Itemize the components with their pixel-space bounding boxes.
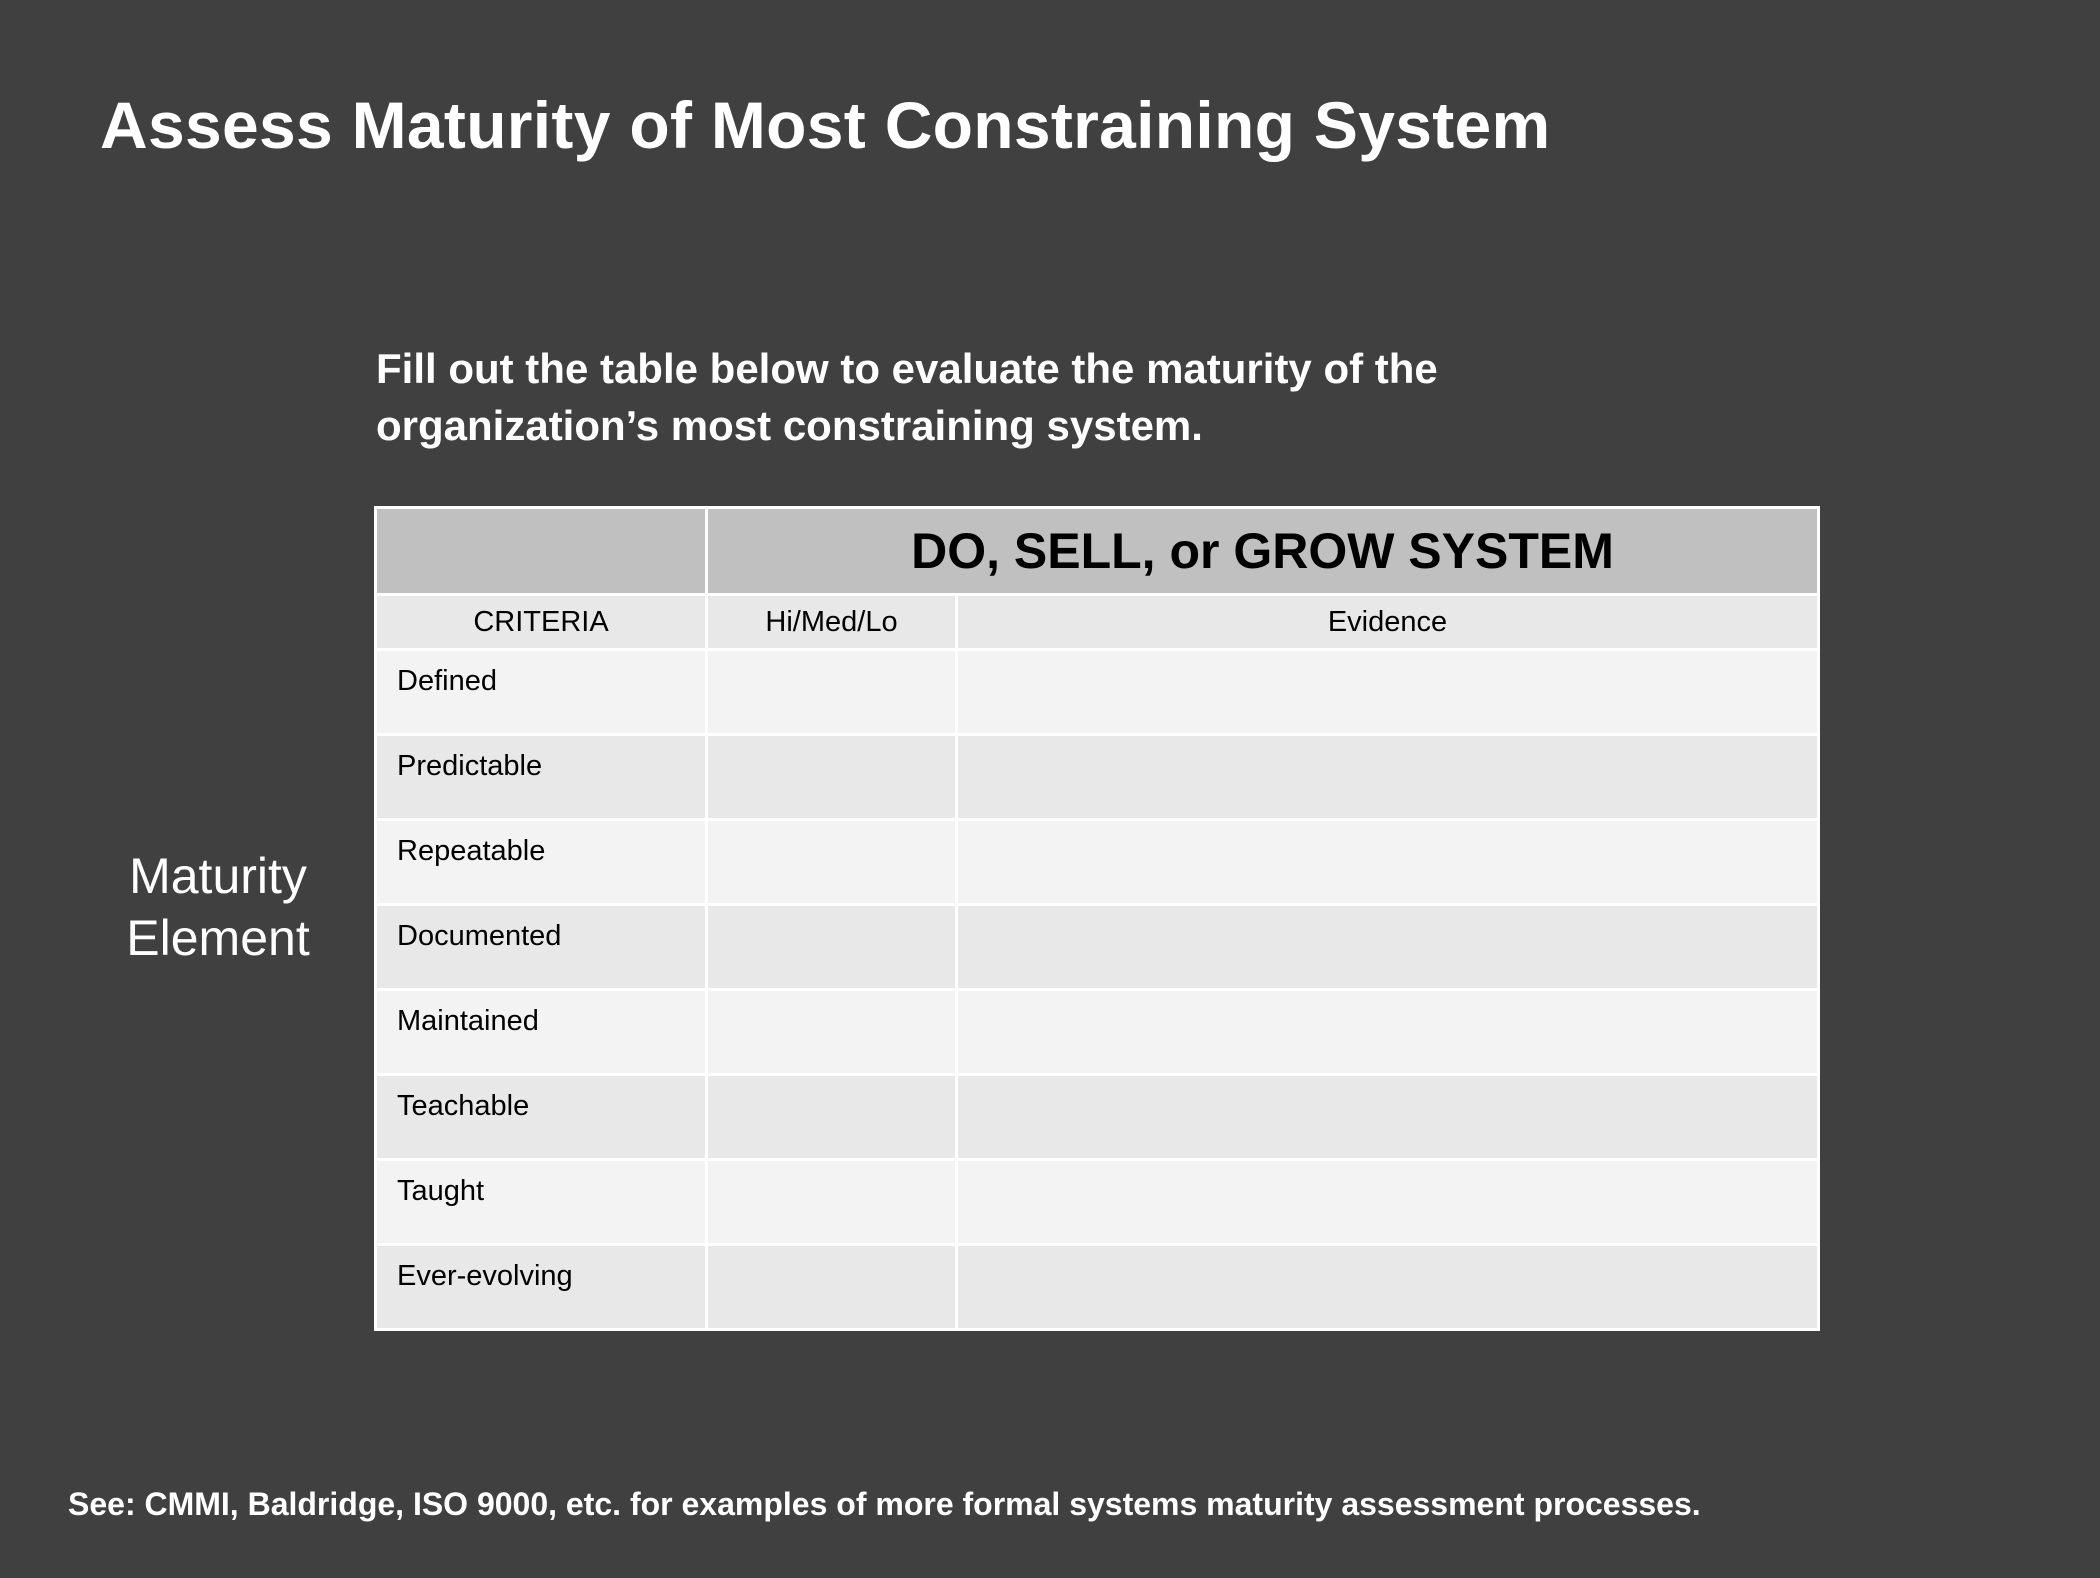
group-header-row: DO, SELL, or GROW SYSTEM (377, 509, 1817, 596)
footer-note: See: CMMI, Baldridge, ISO 9000, etc. for… (68, 1486, 1701, 1522)
column-header-evidence: Evidence (958, 596, 1817, 651)
rating-cell[interactable] (708, 1246, 958, 1328)
rating-cell[interactable] (708, 821, 958, 906)
criteria-ever-evolving: Ever-evolving (377, 1246, 708, 1328)
evidence-cell[interactable] (958, 736, 1817, 821)
evidence-cell[interactable] (958, 1076, 1817, 1161)
instructions: Fill out the table below to evaluate the… (376, 340, 1676, 454)
evidence-cell[interactable] (958, 1246, 1817, 1328)
table-row: Maintained (377, 991, 1817, 1076)
table-row: Taught (377, 1161, 1817, 1246)
maturity-element-label: Maturity Element (98, 845, 338, 969)
rating-cell[interactable] (708, 991, 958, 1076)
instructions-line-2: organization’s most constraining system. (376, 402, 1203, 449)
empty-header-cell (377, 509, 708, 596)
table-row: Repeatable (377, 821, 1817, 906)
evidence-cell[interactable] (958, 651, 1817, 736)
criteria-maintained: Maintained (377, 991, 708, 1076)
rating-cell[interactable] (708, 906, 958, 991)
table-row: Ever-evolving (377, 1246, 1817, 1328)
table-row: Predictable (377, 736, 1817, 821)
column-header-row: CRITERIA Hi/Med/Lo Evidence (377, 596, 1817, 651)
column-header-rating: Hi/Med/Lo (708, 596, 958, 651)
rating-cell[interactable] (708, 736, 958, 821)
table-row: Teachable (377, 1076, 1817, 1161)
criteria-predictable: Predictable (377, 736, 708, 821)
rating-cell[interactable] (708, 1161, 958, 1246)
slide-title: Assess Maturity of Most Constraining Sys… (100, 88, 1551, 162)
side-label-line-2: Element (126, 910, 310, 966)
column-header-criteria: CRITERIA (377, 596, 708, 651)
evidence-cell[interactable] (958, 906, 1817, 991)
rating-cell[interactable] (708, 1076, 958, 1161)
criteria-repeatable: Repeatable (377, 821, 708, 906)
instructions-line-1: Fill out the table below to evaluate the… (376, 345, 1438, 392)
evidence-cell[interactable] (958, 821, 1817, 906)
table-row: Documented (377, 906, 1817, 991)
table-row: Defined (377, 651, 1817, 736)
system-group-header: DO, SELL, or GROW SYSTEM (708, 509, 1817, 596)
criteria-teachable: Teachable (377, 1076, 708, 1161)
rating-cell[interactable] (708, 651, 958, 736)
criteria-documented: Documented (377, 906, 708, 991)
side-label-line-1: Maturity (129, 848, 307, 904)
maturity-assessment-table: DO, SELL, or GROW SYSTEM CRITERIA Hi/Med… (374, 506, 1820, 1331)
criteria-taught: Taught (377, 1161, 708, 1246)
criteria-defined: Defined (377, 651, 708, 736)
evidence-cell[interactable] (958, 991, 1817, 1076)
evidence-cell[interactable] (958, 1161, 1817, 1246)
